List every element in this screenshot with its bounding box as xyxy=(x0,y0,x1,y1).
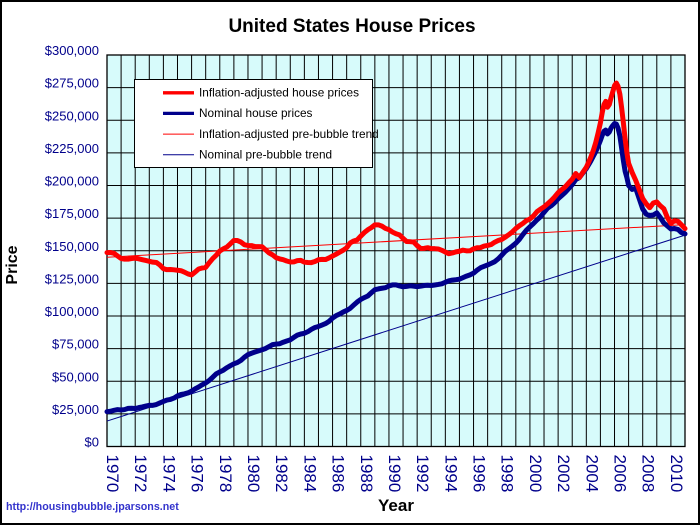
svg-text:1988: 1988 xyxy=(357,455,376,493)
svg-text:1974: 1974 xyxy=(159,455,178,493)
svg-text:2010: 2010 xyxy=(667,455,686,493)
svg-text:$175,000: $175,000 xyxy=(45,206,99,221)
svg-text:$125,000: $125,000 xyxy=(45,271,99,286)
svg-text:$200,000: $200,000 xyxy=(45,174,99,189)
svg-text:$100,000: $100,000 xyxy=(45,304,99,319)
svg-text:$150,000: $150,000 xyxy=(45,239,99,254)
svg-text:$300,000: $300,000 xyxy=(45,43,99,58)
svg-text:1982: 1982 xyxy=(272,455,291,493)
svg-text:1980: 1980 xyxy=(244,455,263,493)
svg-text:2008: 2008 xyxy=(639,455,658,493)
svg-text:2006: 2006 xyxy=(611,455,630,493)
svg-text:1986: 1986 xyxy=(329,455,348,493)
svg-text:1990: 1990 xyxy=(385,455,404,493)
svg-text:1996: 1996 xyxy=(470,455,489,493)
svg-text:$75,000: $75,000 xyxy=(52,337,99,352)
svg-text:1998: 1998 xyxy=(498,455,517,493)
svg-text:1984: 1984 xyxy=(300,455,319,493)
svg-text:1978: 1978 xyxy=(216,455,235,493)
svg-text:$250,000: $250,000 xyxy=(45,108,99,123)
svg-text:1992: 1992 xyxy=(413,455,432,493)
svg-text:2002: 2002 xyxy=(554,455,573,493)
svg-text:1972: 1972 xyxy=(131,455,150,493)
svg-text:$275,000: $275,000 xyxy=(45,76,99,91)
svg-text:2000: 2000 xyxy=(526,455,545,493)
svg-text:2004: 2004 xyxy=(582,455,601,493)
svg-text:$25,000: $25,000 xyxy=(52,402,99,417)
svg-text:$225,000: $225,000 xyxy=(45,141,99,156)
svg-text:1970: 1970 xyxy=(103,455,122,493)
svg-text:$50,000: $50,000 xyxy=(52,369,99,384)
svg-text:1976: 1976 xyxy=(188,455,207,493)
svg-text:1994: 1994 xyxy=(441,455,460,493)
svg-text:$0: $0 xyxy=(85,435,99,450)
